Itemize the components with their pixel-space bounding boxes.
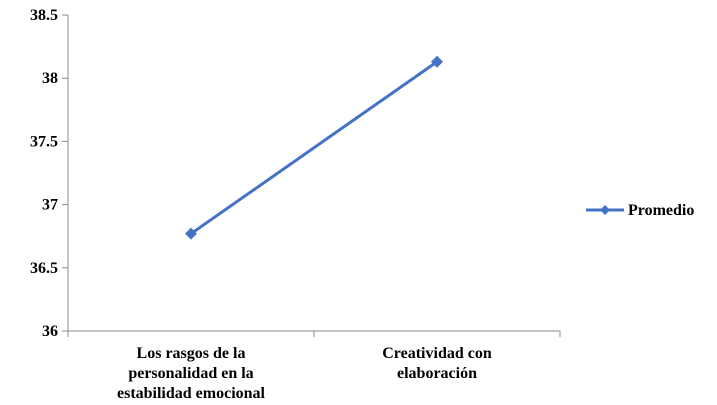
- x-axis: Los rasgos de la personalidad en la estabi…: [67, 330, 561, 402]
- x-category-label-line: Creatividad con: [382, 345, 492, 362]
- y-tick-label: 36.5: [30, 260, 58, 277]
- legend: Promedio: [586, 202, 694, 219]
- data-point-marker: [185, 227, 197, 240]
- x-category-label-line: personalidad en la: [128, 365, 253, 382]
- x-category-label-line: estabilidad emocional: [117, 385, 266, 402]
- x-category-label-line: Los rasgos de la: [137, 345, 246, 362]
- legend-marker: [600, 205, 610, 215]
- data-point-marker: [431, 55, 443, 68]
- y-tick-label: 37.5: [30, 133, 58, 150]
- legend-label: Promedio: [628, 202, 694, 219]
- y-tick-label: 37: [42, 197, 58, 214]
- x-category-label: Los rasgos de la personalidad en la estabi…: [117, 345, 266, 402]
- series-line: [190, 60, 438, 235]
- y-axis: 36 36.5 37 37.5 38 38.5: [30, 7, 69, 340]
- y-tick-label: 36: [42, 323, 58, 340]
- x-category-label: Creatividad con elaboración: [382, 345, 492, 382]
- y-tick-label: 38: [42, 70, 58, 87]
- y-tick-label: 38.5: [30, 7, 58, 24]
- series-promedio: [185, 55, 443, 240]
- x-category-label-line: elaboración: [397, 365, 477, 382]
